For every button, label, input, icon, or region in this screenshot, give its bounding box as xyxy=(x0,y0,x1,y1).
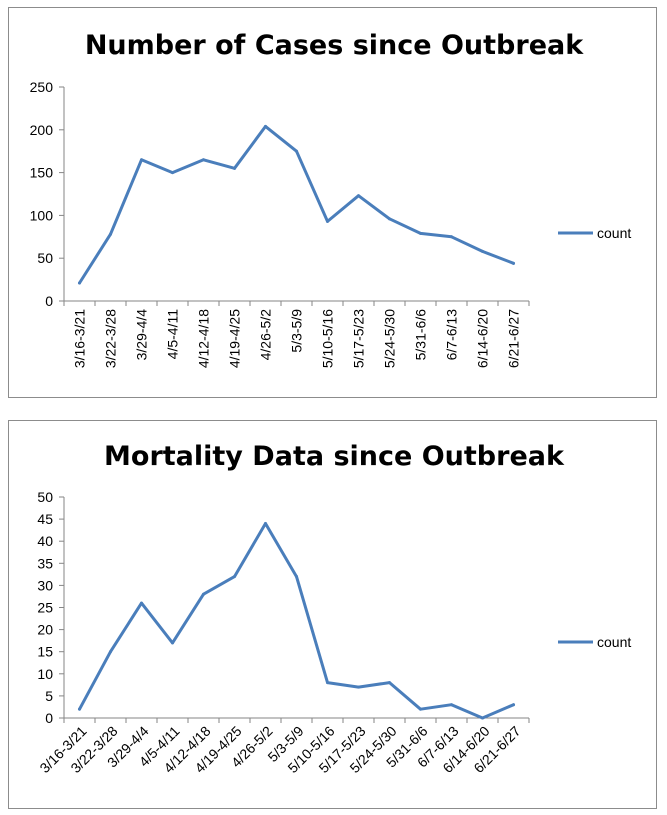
cases-x-tick-label: 3/22-3/28 xyxy=(103,309,119,368)
mortality-data-point xyxy=(295,575,298,579)
mortality-data-point xyxy=(264,522,267,526)
cases-y-tick-label: 200 xyxy=(30,122,54,138)
cases-data-point xyxy=(171,171,174,175)
mortality-data-point xyxy=(171,641,174,645)
mortality-data-point xyxy=(388,681,391,685)
mortality-data-point xyxy=(140,601,143,605)
cases-legend-label: count xyxy=(597,225,631,241)
mortality-y-tick-label: 20 xyxy=(37,622,53,638)
mortality-data-point xyxy=(233,575,236,579)
mortality-data-point xyxy=(202,592,205,596)
mortality-data-point xyxy=(357,685,360,689)
mortality-y-tick-label: 35 xyxy=(37,555,53,571)
mortality-data-point xyxy=(109,650,112,654)
cases-x-tick-label: 3/16-3/21 xyxy=(72,309,88,368)
cases-data-point xyxy=(388,217,391,221)
mortality-y-tick-label: 30 xyxy=(37,577,53,593)
cases-data-point xyxy=(326,219,329,223)
cases-data-point xyxy=(419,231,422,235)
mortality-chart: Mortality Data since Outbreak 0 5 10 15 20 25 3… xyxy=(8,420,657,809)
mortality-data-point xyxy=(481,716,484,720)
cases-data-point xyxy=(357,194,360,198)
mortality-chart-svg: Mortality Data since Outbreak 0 5 10 15 20 25 3… xyxy=(36,441,631,776)
cases-x-tick-label: 5/17-5/23 xyxy=(351,309,367,368)
cases-y-tick-label: 150 xyxy=(30,165,54,181)
mortality-y-tick-label: 10 xyxy=(37,666,53,682)
mortality-y-tick-label: 40 xyxy=(37,533,53,549)
cases-data-point xyxy=(233,166,236,170)
cases-data-point xyxy=(140,158,143,162)
cases-data-point xyxy=(264,124,267,128)
cases-x-tick-label: 5/10-5/16 xyxy=(320,309,336,368)
cases-chart: Number of Cases since Outbreak 0 50 100 150 2… xyxy=(8,7,657,398)
cases-chart-svg: Number of Cases since Outbreak 0 50 100 150 2… xyxy=(30,30,632,368)
mortality-y-tick-label: 45 xyxy=(37,511,53,527)
cases-x-tick-label: 5/3-5/9 xyxy=(289,309,305,353)
mortality-y-tick-label: 25 xyxy=(37,600,53,616)
cases-data-point xyxy=(202,158,205,162)
mortality-data-point xyxy=(450,703,453,707)
cases-x-tick-label: 6/7-6/13 xyxy=(444,309,460,361)
cases-y-tick-label: 50 xyxy=(37,250,53,266)
cases-data-point xyxy=(512,261,515,265)
cases-data-point xyxy=(295,149,298,153)
mortality-data-point xyxy=(512,703,515,707)
mortality-y-tick-label: 15 xyxy=(37,644,53,660)
mortality-chart-title: Mortality Data since Outbreak xyxy=(104,441,565,472)
cases-data-point xyxy=(78,281,81,285)
mortality-y-tick-label: 5 xyxy=(45,688,53,704)
cases-x-tick-label: 6/14-6/20 xyxy=(475,309,491,368)
cases-data-point xyxy=(109,232,112,236)
cases-x-tick-label: 5/31-6/6 xyxy=(413,309,429,361)
cases-x-tick-label: 4/26-5/2 xyxy=(258,309,274,361)
cases-x-tick-label: 4/19-4/25 xyxy=(227,309,243,368)
cases-data-point xyxy=(450,235,453,239)
mortality-y-tick-label: 50 xyxy=(37,489,53,505)
cases-x-tick-label: 5/24-5/30 xyxy=(382,309,398,368)
mortality-data-point xyxy=(419,707,422,711)
cases-data-point xyxy=(481,249,484,253)
cases-x-tick-label: 4/5-4/11 xyxy=(165,309,181,360)
cases-x-tick-label: 3/29-4/4 xyxy=(134,309,150,361)
cases-chart-title: Number of Cases since Outbreak xyxy=(85,30,584,61)
mortality-series-line xyxy=(78,522,515,720)
cases-y-tick-label: 0 xyxy=(45,293,53,309)
mortality-data-point xyxy=(78,707,81,711)
mortality-legend-label: count xyxy=(597,634,631,650)
mortality-data-point xyxy=(326,681,329,685)
cases-y-tick-label: 100 xyxy=(30,207,54,223)
mortality-y-tick-label: 0 xyxy=(45,710,53,726)
cases-x-tick-label: 6/21-6/27 xyxy=(506,309,522,368)
cases-x-tick-label: 4/12-4/18 xyxy=(196,309,212,368)
cases-y-tick-label: 250 xyxy=(30,79,54,95)
